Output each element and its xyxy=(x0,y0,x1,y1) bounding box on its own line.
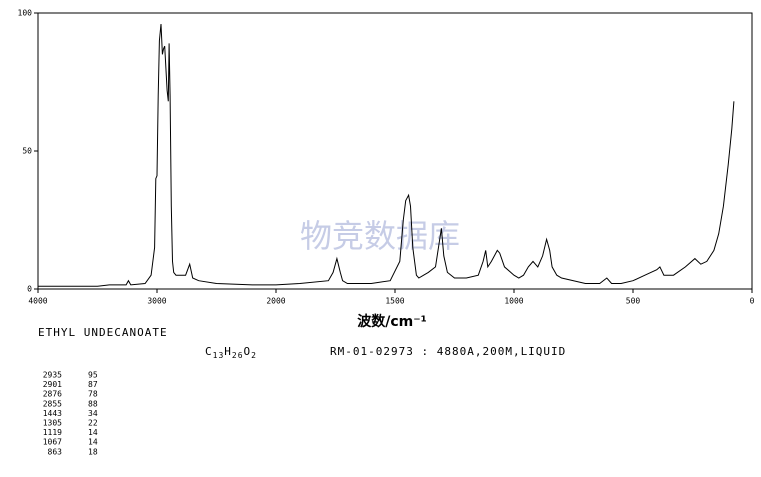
y-tick-label: 100 xyxy=(18,9,33,18)
spectrum-line xyxy=(38,23,735,287)
peak-wavenumber: 2935 xyxy=(43,371,62,380)
formula-subscript: 26 xyxy=(232,351,244,360)
x-tick-label: 2000 xyxy=(266,297,285,306)
x-tick-label: 4000 xyxy=(28,297,47,306)
peak-intensity: 14 xyxy=(88,438,98,447)
x-tick-label: 1000 xyxy=(504,297,523,306)
formula-element: H xyxy=(224,345,232,358)
formula-element: O xyxy=(244,345,252,358)
formula-subscript: 2 xyxy=(251,351,257,360)
peak-wavenumber: 1305 xyxy=(43,419,62,428)
peak-intensity: 88 xyxy=(88,399,98,408)
peak-wavenumber: 1067 xyxy=(43,438,62,447)
formula-subscript: 13 xyxy=(213,351,225,360)
peak-wavenumber: 2901 xyxy=(43,380,62,389)
x-tick-label: 1500 xyxy=(385,297,404,306)
x-tick-label: 0 xyxy=(750,297,755,306)
peak-intensity: 18 xyxy=(88,447,98,456)
formula-text: C13H26O2 xyxy=(205,345,257,360)
y-tick-label: 50 xyxy=(22,147,32,156)
peak-table: 2935 95 2901 87 2876 78 2855 88 1443 34 1305 22 1119… xyxy=(43,371,98,457)
x-axis-label: 波数/cm⁻¹ xyxy=(357,313,427,330)
peak-intensity: 22 xyxy=(88,419,98,428)
watermark: 物竞数据库 xyxy=(300,217,460,255)
formula: C13H26O2 xyxy=(205,345,257,360)
peak-wavenumber: 2876 xyxy=(43,390,62,399)
peak-intensity: 14 xyxy=(88,428,98,437)
formula-element: C xyxy=(205,345,213,358)
peak-wavenumber: 1119 xyxy=(43,428,62,437)
peak-intensity: 95 xyxy=(88,371,98,380)
peak-intensity: 87 xyxy=(88,380,98,389)
peak-intensity: 34 xyxy=(88,409,98,418)
compound-name: ETHYL UNDECANOATE xyxy=(38,326,168,339)
peak-intensity: 78 xyxy=(88,390,98,399)
peak-wavenumber: 2855 xyxy=(43,399,62,408)
peak-wavenumber: 863 xyxy=(48,447,63,456)
peak-wavenumber: 1443 xyxy=(43,409,62,418)
x-tick-label: 500 xyxy=(626,297,641,306)
x-tick-label: 3000 xyxy=(147,297,166,306)
y-tick-label: 0 xyxy=(27,285,32,294)
sample-info: RM-01-02973 : 4880A,200M,LIQUID xyxy=(330,345,566,358)
